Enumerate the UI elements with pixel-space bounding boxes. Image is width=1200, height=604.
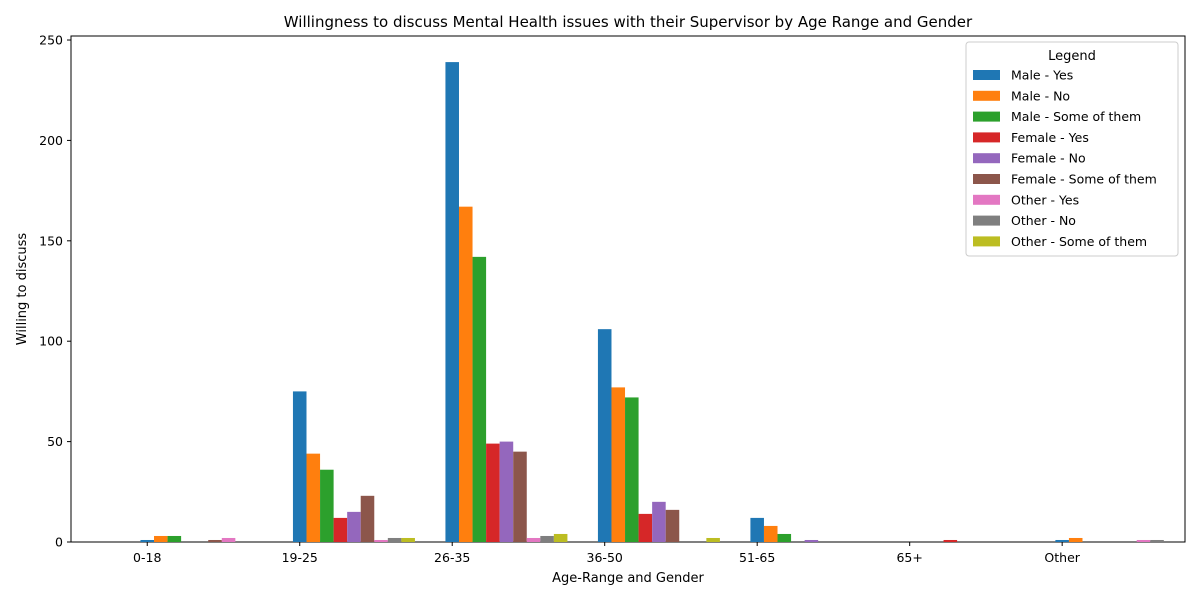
bar: [1068, 537, 1083, 542]
y-axis: 0 50 100 150 200 250: [39, 33, 71, 550]
bar: [499, 441, 514, 542]
legend-swatch: [973, 70, 1000, 80]
legend-entry-label: Female - No: [1011, 151, 1086, 166]
x-tick-label: 36-50: [587, 550, 623, 565]
bar: [347, 511, 361, 542]
bar: [777, 533, 792, 542]
legend: Legend Male - Yes Male - No Male - Some of…: [965, 41, 1179, 257]
bar: [387, 537, 402, 542]
bar: [665, 509, 680, 542]
bar: [401, 537, 415, 542]
legend-entry-label: Other - No: [1011, 213, 1076, 228]
bar: [360, 495, 375, 542]
legend-swatch: [973, 90, 1000, 101]
bar: [374, 539, 388, 542]
y-tick-label: 0: [55, 535, 63, 550]
bar: [1150, 539, 1164, 542]
x-axis: 0-18 19-25 26-35 36-50 51-65 65+ Other: [133, 542, 1081, 565]
chart-title: Willingness to discuss Mental Health iss…: [284, 13, 973, 31]
legend-swatch: [973, 132, 1000, 143]
y-tick-label: 200: [39, 133, 63, 148]
legend-entry-label: Male - Yes: [1011, 68, 1073, 83]
bar: [167, 535, 182, 542]
legend-swatch: [973, 194, 1000, 205]
bar: [154, 535, 168, 542]
legend-entry-label: Female - Yes: [1011, 130, 1089, 145]
bar: [458, 206, 473, 543]
y-tick-label: 50: [47, 434, 63, 449]
legend-swatch: [973, 111, 1000, 122]
x-tick-label: 51-65: [739, 550, 775, 565]
x-tick-label: 26-35: [434, 550, 470, 565]
bar: [750, 517, 764, 542]
y-tick-label: 100: [39, 334, 63, 349]
x-tick-label: 65+: [896, 550, 922, 565]
legend-frame: [965, 41, 1179, 257]
bar: [943, 539, 958, 542]
bar: [1055, 539, 1069, 542]
bar: [333, 517, 348, 542]
bar: [513, 451, 527, 542]
bar: [625, 397, 639, 542]
legend-entry-label: Other - Yes: [1011, 192, 1079, 207]
legend-entry-label: Male - Some of them: [1011, 109, 1141, 124]
legend-title: Legend: [1048, 49, 1096, 64]
bar: [638, 513, 653, 542]
legend-swatch: [973, 153, 1000, 164]
legend-swatch: [973, 215, 1000, 226]
bar: [706, 537, 720, 542]
bar: [763, 525, 778, 542]
bar: [597, 329, 612, 542]
x-tick-label: 0-18: [133, 550, 161, 565]
bar: [472, 256, 487, 542]
bar: [486, 443, 500, 542]
legend-entry-label: Male - No: [1011, 88, 1070, 103]
y-tick-label: 150: [39, 233, 63, 248]
bar: [526, 537, 541, 542]
bar: [140, 539, 155, 542]
bar: [1136, 539, 1151, 542]
legend-swatch: [973, 236, 1000, 247]
x-axis-label: Age-Range and Gender: [552, 571, 704, 586]
bars-layer: [140, 62, 1164, 543]
bar: [611, 387, 626, 542]
bar: [445, 62, 459, 542]
y-tick-label: 250: [39, 33, 63, 48]
legend-items: Male - Yes Male - No Male - Some of them Fe…: [973, 68, 1157, 249]
bar: [553, 533, 568, 542]
bar: [208, 539, 222, 542]
bar: [804, 539, 819, 542]
legend-entry-label: Other - Some of them: [1011, 234, 1147, 249]
bar: [540, 535, 554, 542]
bar: [652, 501, 666, 542]
bar: [292, 391, 307, 542]
x-tick-label: Other: [1044, 550, 1080, 565]
legend-swatch: [973, 174, 1000, 184]
legend-entry-label: Female - Some of them: [1011, 172, 1157, 187]
y-axis-label: Willing to discuss: [15, 233, 30, 346]
x-tick-label: 19-25: [282, 550, 318, 565]
bar: [221, 537, 236, 542]
bar: [306, 453, 321, 542]
bar: [320, 469, 334, 542]
